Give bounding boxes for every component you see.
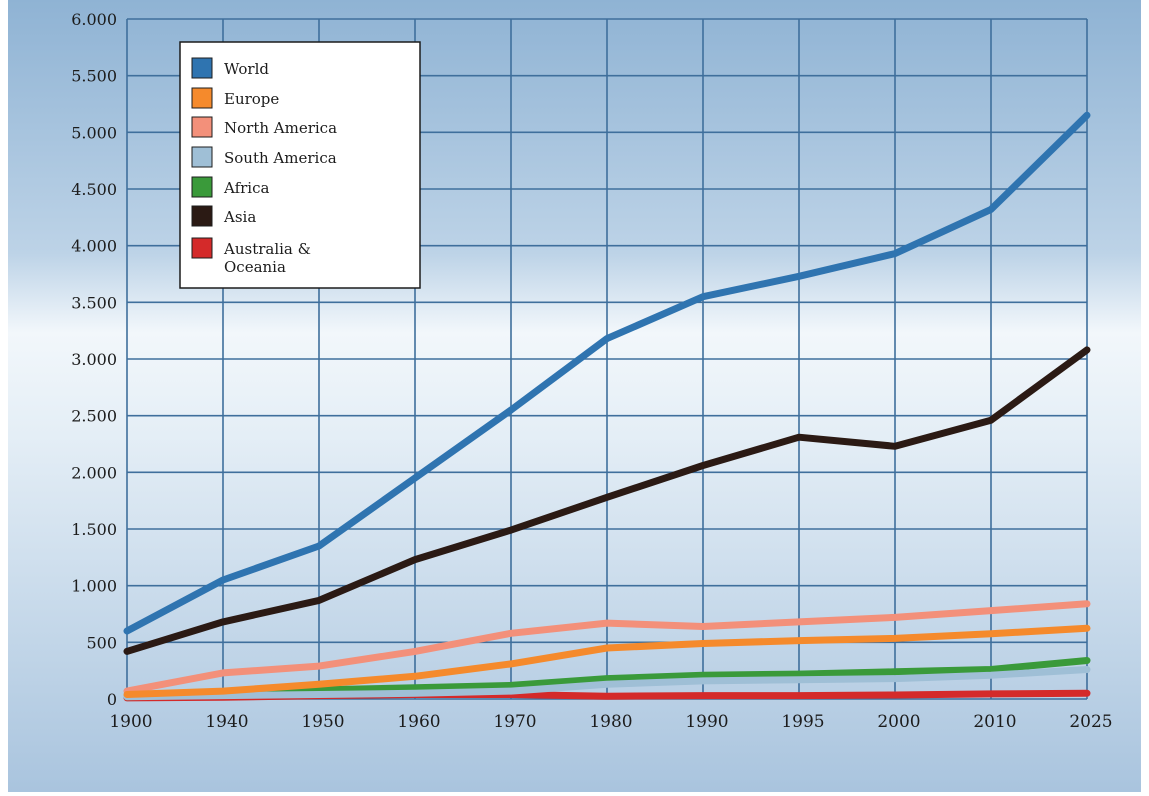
x-tick-label: 2000: [877, 712, 920, 732]
y-tick-label: 0: [107, 690, 117, 709]
x-tick-label: 1900: [109, 712, 152, 732]
legend-box: [179, 41, 421, 289]
series-line-asia: [123, 346, 1091, 655]
legend-label: World: [224, 60, 269, 78]
x-tick-label: 1950: [301, 712, 344, 732]
legend-swatch: [191, 116, 213, 138]
x-tick-label: 1970: [493, 712, 536, 732]
y-tick-label: 1.000: [71, 577, 117, 596]
x-tick-label: 1995: [781, 712, 824, 732]
series-line-europe: [123, 624, 1091, 698]
y-tick-label: 500: [86, 633, 117, 652]
x-tick-label: 1960: [397, 712, 440, 732]
y-tick-label: 2.500: [71, 407, 117, 426]
legend-swatch: [191, 87, 213, 109]
y-tick-label: 5.500: [71, 67, 117, 86]
legend-swatch: [191, 205, 213, 227]
legend-swatch: [191, 237, 213, 259]
series-line-north-america: [123, 600, 1091, 695]
legend-swatch: [191, 57, 213, 79]
legend-swatch: [191, 146, 213, 168]
series-line-south-america: [123, 666, 1091, 701]
series-line-world: [123, 111, 1091, 635]
series-line-africa: [123, 657, 1091, 701]
y-tick-label: 3.000: [71, 350, 117, 369]
y-tick-label: 4.500: [71, 180, 117, 199]
legend-label: North America: [224, 119, 337, 137]
x-tick-label: 1990: [685, 712, 728, 732]
legend-label: Asia: [223, 208, 256, 226]
y-tick-label: 5.000: [71, 123, 117, 142]
legend-label: Australia & Oceania: [223, 240, 311, 276]
legend-label: Europe: [224, 90, 279, 108]
y-tick-label: 6.000: [71, 10, 117, 29]
y-tick-label: 3.500: [71, 293, 117, 312]
x-tick-label: 1980: [589, 712, 632, 732]
y-tick-label: 2.000: [71, 463, 117, 482]
x-tick-label: 2010: [973, 712, 1016, 732]
legend-label: Africa: [223, 179, 269, 197]
legend-swatch: [191, 176, 213, 198]
y-tick-label: 1.500: [71, 520, 117, 539]
x-tick-label: 2025: [1069, 712, 1112, 732]
x-tick-label: 1940: [205, 712, 248, 732]
legend-label: South America: [224, 149, 337, 167]
y-tick-label: 4.000: [71, 237, 117, 256]
